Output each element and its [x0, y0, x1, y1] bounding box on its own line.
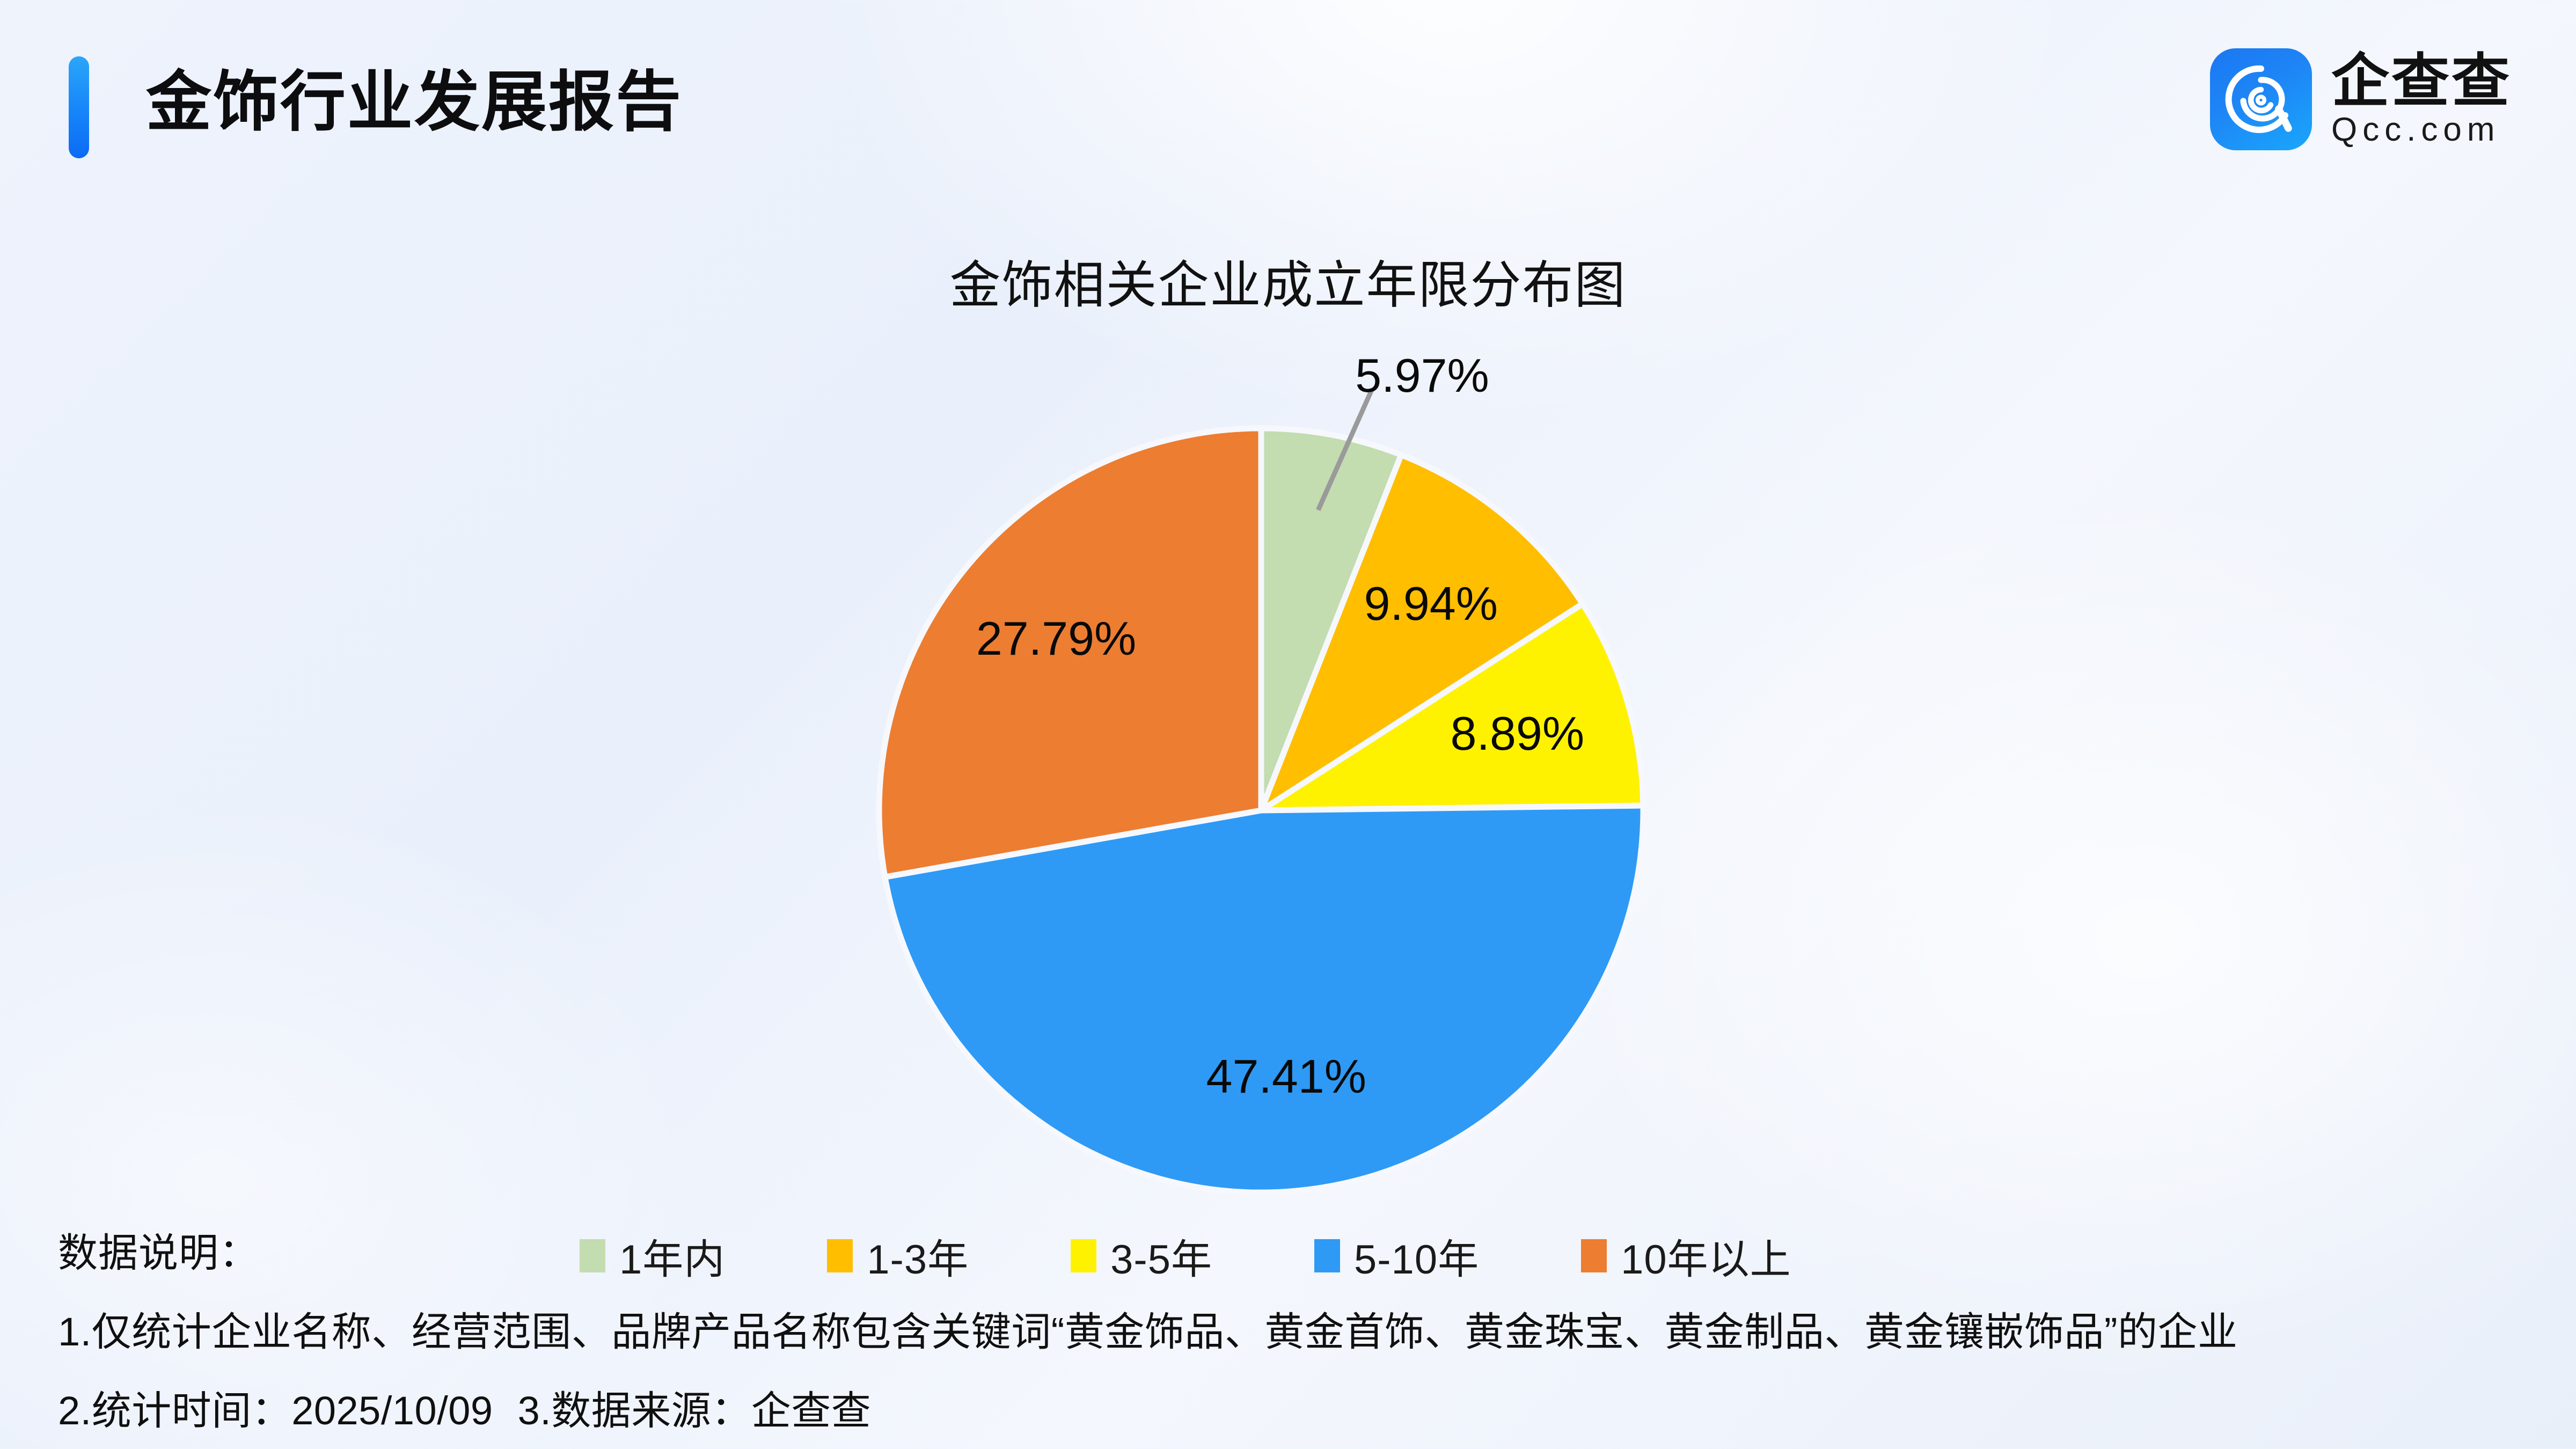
- pie-slice-value-label: 5.97%: [1355, 349, 1489, 402]
- legend-item[interactable]: 5-10年: [1314, 1226, 1479, 1285]
- brand-logo: 企查查 Qcc.com: [2209, 48, 2512, 150]
- legend-color-swatch: [827, 1239, 853, 1272]
- data-notes: 数据说明： 1.仅统计企业名称、经营范围、品牌产品名称包含关键词“黄金饰品、黄金…: [58, 1221, 2527, 1436]
- pie-slice-value-label: 9.94%: [1364, 576, 1498, 630]
- chart-legend: 1年内 1-3年 3-5年 5-10年 10年以上: [580, 1226, 1791, 1285]
- legend-item[interactable]: 1年内: [580, 1226, 725, 1285]
- data-note-2-time: 2.统计时间：2025/10/09: [58, 1388, 493, 1433]
- brand-name-cn: 企查查: [2331, 48, 2512, 113]
- legend-item-label: 5-10年: [1353, 1237, 1480, 1283]
- pie-slice-value-label: 8.89%: [1450, 706, 1585, 760]
- legend-item-label: 10年以上: [1621, 1237, 1791, 1283]
- legend-color-swatch: [1071, 1239, 1097, 1272]
- legend-item[interactable]: 3-5年: [1071, 1226, 1212, 1285]
- legend-item-label: 1年内: [619, 1237, 726, 1283]
- legend-color-swatch: [580, 1239, 605, 1272]
- pie-slice-value-label: 27.79%: [976, 611, 1137, 665]
- brand-text: 企查查 Qcc.com: [2331, 52, 2512, 147]
- legend-item-label: 3-5年: [1110, 1237, 1212, 1283]
- legend-color-swatch: [1314, 1239, 1340, 1272]
- pie-slice-value-label: 47.41%: [1206, 1050, 1366, 1103]
- pie-label-leader-line: [1316, 388, 1374, 511]
- page-header: 金饰行业发展报告 企查查 Qcc.com: [0, 0, 2576, 225]
- legend-item-label: 1-3年: [867, 1237, 969, 1283]
- legend-item[interactable]: 10年以上: [1581, 1226, 1791, 1285]
- chart-title: 金饰相关企业成立年限分布图: [949, 257, 1627, 314]
- pie-slice[interactable]: [882, 802, 1646, 1196]
- legend-item[interactable]: 1-3年: [827, 1226, 969, 1285]
- title-accent-bar: [69, 56, 89, 158]
- page-title: 金饰行业发展报告: [146, 65, 683, 138]
- data-note-2: 2.统计时间：2025/10/09 3.数据来源：企查查: [58, 1379, 2527, 1436]
- brand-name-en: Qcc.com: [2331, 111, 2500, 148]
- legend-color-swatch: [1581, 1239, 1607, 1272]
- data-notes-heading: 数据说明：: [58, 1231, 259, 1275]
- qcc-spiral-q-logo-icon: [2209, 48, 2312, 150]
- data-note-1: 1.仅统计企业名称、经营范围、品牌产品名称包含关键词“黄金饰品、黄金首饰、黄金珠…: [58, 1309, 2238, 1354]
- data-note-2-source: 3.数据来源：企查查: [517, 1388, 872, 1433]
